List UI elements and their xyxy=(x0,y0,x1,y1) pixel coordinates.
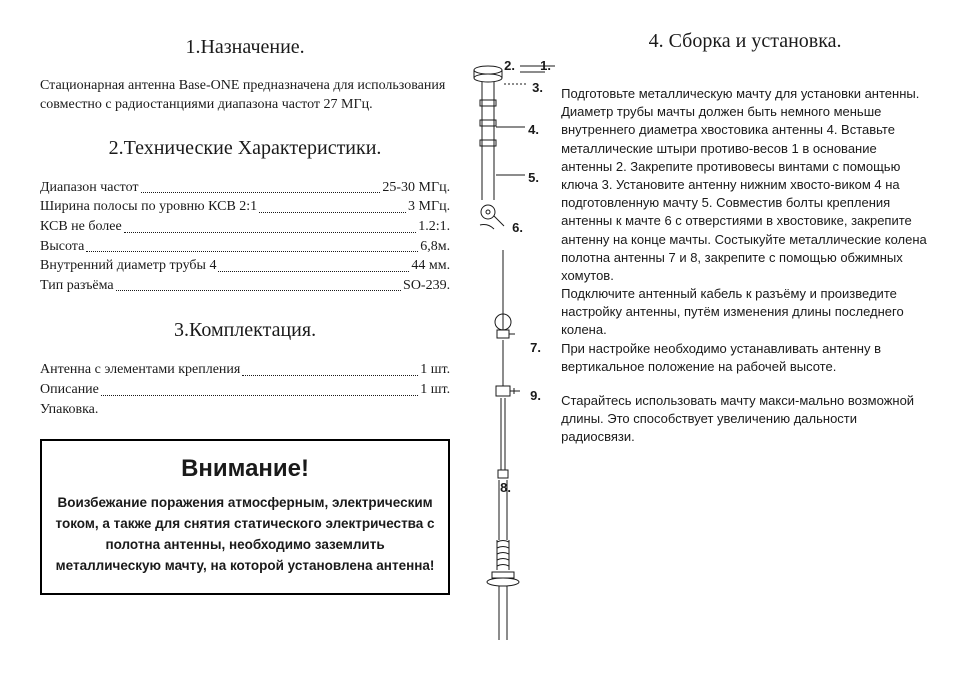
spec-dots xyxy=(242,360,418,376)
spec-value: 44 мм. xyxy=(411,256,450,276)
instructions-text: Подготовьте металлическую мачту для уста… xyxy=(561,85,929,376)
diagram-number: 1. xyxy=(540,58,551,73)
spec-label: Высота xyxy=(40,237,84,257)
left-column: 1.Назначение. Стационарная антенна Base-… xyxy=(40,30,470,653)
spec-value: 25-30 МГц. xyxy=(382,178,450,198)
diagram-number: 7. xyxy=(530,340,541,355)
section-4-title: 4. Сборка и установка. xyxy=(561,30,929,53)
spec-row: Внутренний диаметр трубы 4 44 мм. xyxy=(40,256,450,276)
spec-label: КСВ не более xyxy=(40,217,122,237)
warning-box: Внимание! Воизбежание поражения атмосфер… xyxy=(40,439,450,595)
right-text-column: 4. Сборка и установка. Подготовьте метал… xyxy=(555,30,929,653)
spec-dots xyxy=(141,178,381,194)
section-3-title: 3.Комплектация. xyxy=(40,319,450,342)
spec-label: Упаковка. xyxy=(40,400,98,420)
antenna-diagram xyxy=(470,30,555,640)
spec-value: SO-239. xyxy=(403,276,450,296)
diagram-number: 4. xyxy=(528,122,539,137)
spec-value: 1 шт. xyxy=(420,380,450,400)
diagram-number: 3. xyxy=(532,80,543,95)
kit-list: Антенна с элементами крепления1 шт.Описа… xyxy=(40,360,450,419)
instruction-paragraph: Подготовьте металлическую мачту для уста… xyxy=(561,85,929,285)
section-2-title: 2.Технические Характеристики. xyxy=(40,137,450,160)
spec-row: Ширина полосы по уровню КСВ 2:1 3 МГц. xyxy=(40,197,450,217)
spec-row: Антенна с элементами крепления 1 шт. xyxy=(40,360,450,380)
instruction-paragraph: При настройке необходимо устанавливать а… xyxy=(561,340,929,376)
spec-dots xyxy=(86,237,418,253)
spec-row: Описание 1 шт. xyxy=(40,380,450,400)
spec-dots xyxy=(218,256,409,272)
right-column: 1. 2. 3. 4. 5. 6. 7. 8. 9. 4. Сборка и установка… xyxy=(470,30,929,653)
instruction-paragraph: Подключите антенный кабель к разъёму и п… xyxy=(561,285,929,340)
diagram-number: 8. xyxy=(500,480,511,495)
diagram-number: 2. xyxy=(504,58,515,73)
note-text: Старайтесь использовать мачту макси-маль… xyxy=(561,392,929,447)
spec-label: Диапазон частот xyxy=(40,178,139,198)
spec-value: 1 шт. xyxy=(420,360,450,380)
spec-label: Ширина полосы по уровню КСВ 2:1 xyxy=(40,197,257,217)
spec-row: Тип разъёма SO-239. xyxy=(40,276,450,296)
spec-value: 1.2:1. xyxy=(418,217,450,237)
spec-label: Внутренний диаметр трубы 4 xyxy=(40,256,216,276)
diagram-number: 9. xyxy=(530,388,541,403)
spec-row: Диапазон частот 25-30 МГц. xyxy=(40,178,450,198)
section-1-title: 1.Назначение. xyxy=(40,36,450,59)
spec-label: Антенна с элементами крепления xyxy=(40,360,240,380)
spec-value: 6,8м. xyxy=(420,237,450,257)
diagram-number: 6. xyxy=(512,220,523,235)
section-1-text: Стационарная антенна Base-ONE предназнач… xyxy=(40,77,450,115)
spec-value: 3 МГц. xyxy=(408,197,450,217)
spec-dots xyxy=(101,380,418,396)
specs-list: Диапазон частот25-30 МГц.Ширина полосы п… xyxy=(40,178,450,296)
spec-dots xyxy=(259,197,406,213)
warning-text: Воизбежание поражения атмосферным, элект… xyxy=(52,493,438,577)
spec-dots xyxy=(116,276,401,292)
spec-dots xyxy=(124,217,416,233)
warning-title: Внимание! xyxy=(52,455,438,483)
spec-row: КСВ не более 1.2:1. xyxy=(40,217,450,237)
spec-row: Высота 6,8м. xyxy=(40,237,450,257)
diagram-column: 1. 2. 3. 4. 5. 6. 7. 8. 9. xyxy=(470,30,555,653)
diagram-number: 5. xyxy=(528,170,539,185)
spec-row: Упаковка. xyxy=(40,400,450,420)
spec-label: Тип разъёма xyxy=(40,276,114,296)
spec-label: Описание xyxy=(40,380,99,400)
